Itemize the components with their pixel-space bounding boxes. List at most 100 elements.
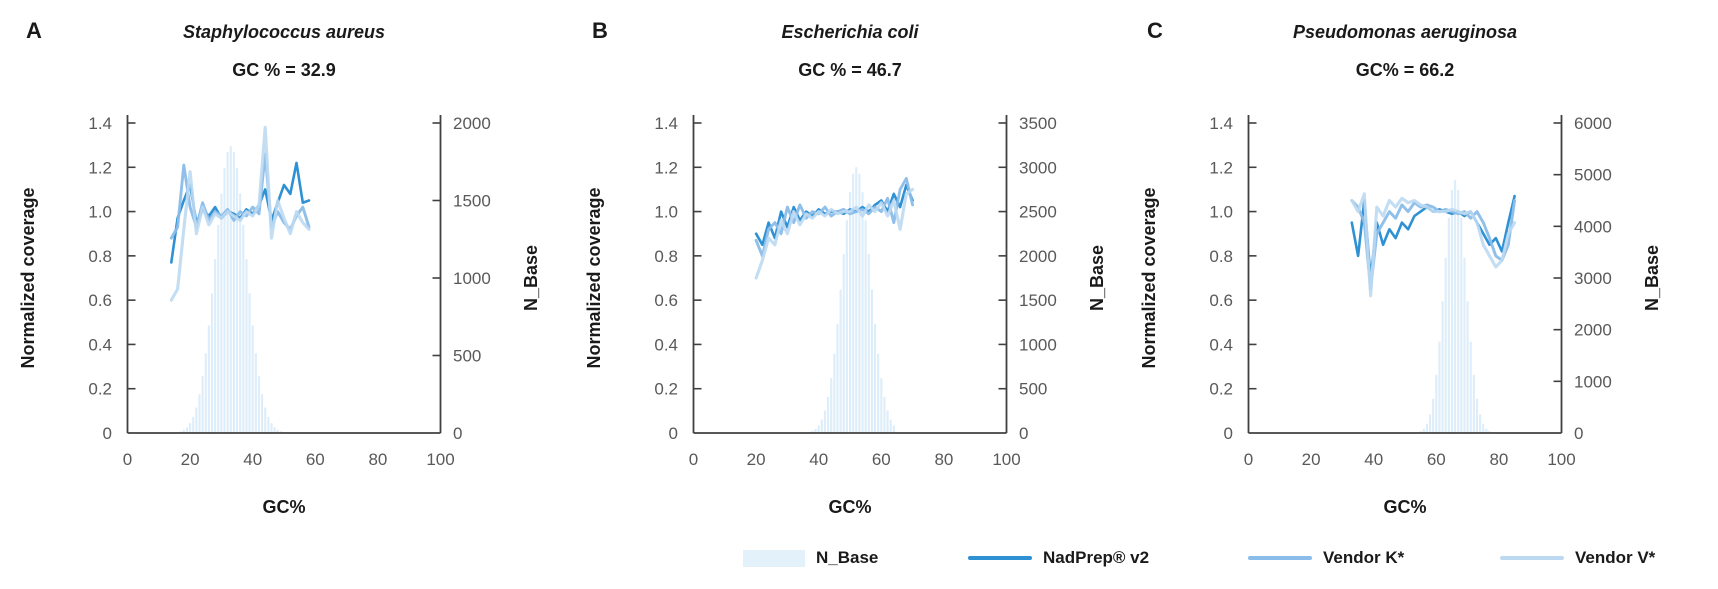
right-tick-label: 2000 — [1019, 247, 1057, 266]
n-base-histogram-bar — [1435, 374, 1438, 433]
x-tick-label: 100 — [426, 450, 454, 469]
left-y-axis-title: Normalized coverage — [584, 187, 604, 368]
n-base-histogram-bar — [210, 293, 214, 433]
x-axis-title: GC% — [828, 497, 871, 517]
x-axis-title: GC% — [1383, 497, 1426, 517]
n-base-histogram-bar — [892, 425, 895, 433]
panel-a: A Staphylococcus aureus GC % = 32.9 0 0.2… — [0, 0, 568, 540]
x-tick-label: 40 — [809, 450, 828, 469]
n-base-histogram-bar — [261, 394, 264, 433]
n-base-histogram-bar — [855, 167, 858, 433]
legend-item-n-base: N_Base — [743, 543, 878, 573]
n-base-histogram-bar — [833, 353, 836, 433]
x-tick-label: 40 — [1364, 450, 1383, 469]
left-tick-label: 1.2 — [1209, 158, 1233, 177]
right-tick-label: 500 — [1019, 380, 1047, 399]
n-base-histogram-bar — [877, 353, 880, 433]
series-line-vendor_k — [1350, 199, 1517, 291]
n-base-histogram-bar — [836, 323, 839, 433]
legend-label: N_Base — [816, 548, 879, 567]
n-base-histogram-bar — [195, 407, 198, 433]
left-tick-label: 0 — [669, 424, 678, 443]
n-base-histogram-bar — [232, 151, 235, 434]
x-tick-label: 20 — [747, 450, 766, 469]
x-tick-label: 40 — [243, 450, 262, 469]
chart-canvas-b: 00.20.40.60.81.01.21.4050010001500200025… — [584, 114, 1107, 517]
right-y-axis-title: N_Base — [1642, 245, 1662, 311]
n-base-histogram-bar — [848, 192, 852, 433]
right-y-axis-title: N_Base — [521, 245, 541, 311]
x-tick-label: 60 — [872, 450, 891, 469]
n-base-histogram-bar — [811, 430, 814, 433]
right-tick-label: 0 — [1019, 424, 1028, 443]
x-tick-label: 20 — [181, 450, 200, 469]
left-tick-label: 1.4 — [654, 114, 678, 133]
n-base-histogram-bar — [1466, 301, 1469, 433]
x-tick-label: 100 — [992, 450, 1020, 469]
x-axis-title: GC% — [262, 497, 305, 517]
n-base-histogram-bar — [823, 410, 827, 433]
right-tick-label: 1500 — [1019, 291, 1057, 310]
left-tick-label: 1.0 — [88, 203, 112, 222]
legend-label: Vendor K* — [1323, 548, 1405, 567]
n-base-histogram-bar — [182, 429, 185, 433]
left-tick-label: 1.0 — [1209, 203, 1233, 222]
right-tick-label: 0 — [1574, 424, 1583, 443]
n-base-histogram-bar — [880, 378, 883, 433]
n-base-histogram-bar — [1488, 431, 1491, 433]
chart-canvas-a: 0 0.2 0.4 0.6 0.8 1.0 1.2 1.4 0 500 1000 1500 2000 0 2… — [18, 114, 541, 517]
right-tick-label: 1000 — [1574, 372, 1612, 391]
x-tick-label: 80 — [934, 450, 953, 469]
n-base-histogram-bar — [1482, 423, 1485, 433]
n-base-histogram-bar — [1422, 428, 1425, 433]
n-base-histogram-bar — [817, 425, 820, 433]
panel-letter: B — [592, 18, 608, 43]
left-tick-label: 0.6 — [654, 291, 678, 310]
panel-subtitle: GC % = 32.9 — [232, 60, 336, 80]
left-tick-label: 0 — [1224, 424, 1233, 443]
right-tick-label: 4000 — [1574, 217, 1612, 236]
series-line-vendor_k — [754, 176, 915, 258]
n-base-histogram-bar — [842, 253, 845, 433]
panel-title: Pseudomonas aeruginosa — [1292, 22, 1518, 42]
n-base-histogram-bar — [267, 416, 270, 433]
x-tick-label: 20 — [1302, 450, 1321, 469]
n-base-histogram-bar — [1419, 431, 1422, 433]
x-tick-label: 100 — [1547, 450, 1575, 469]
panel-letter: C — [1147, 18, 1163, 43]
n-base-histogram-bar — [214, 259, 217, 433]
x-tick-label: 0 — [1244, 450, 1253, 469]
panel-subtitle: GC % = 46.7 — [798, 60, 902, 80]
right-tick-label: 3000 — [1019, 158, 1057, 177]
right-tick-label: 1500 — [453, 192, 491, 211]
legend: N_Base NadPrep® v2 Vendor K* Vendor V* — [0, 543, 1718, 575]
n-base-histogram-bar — [867, 253, 870, 433]
x-tick-label: 0 — [689, 450, 698, 469]
n-base-histogram-bar — [239, 193, 242, 433]
n-base-histogram-bar — [830, 378, 833, 433]
left-tick-label: 1.4 — [88, 114, 112, 133]
right-tick-label: 5000 — [1574, 166, 1612, 185]
n-base-histogram-bar — [192, 416, 195, 433]
n-base-histogram-bar — [201, 376, 204, 433]
n-base-histogram-bar — [248, 293, 251, 433]
legend-line-swatch — [1248, 556, 1312, 560]
left-tick-label: 0.6 — [88, 291, 112, 310]
left-tick-label: 0.4 — [88, 335, 112, 354]
n-base-histogram-bar — [827, 397, 830, 433]
n-base-histogram-bar — [204, 353, 207, 433]
n-base-histogram-bar — [1479, 414, 1482, 433]
right-tick-label: 2500 — [1019, 203, 1057, 222]
x-tick-label: 60 — [306, 450, 325, 469]
right-tick-label: 6000 — [1574, 114, 1612, 133]
legend-line-swatch — [1500, 556, 1564, 560]
series-line-vendor_v — [754, 187, 915, 280]
right-tick-label: 2000 — [453, 114, 491, 133]
left-tick-label: 1.4 — [1209, 114, 1233, 133]
n-base-histogram-bar — [270, 423, 273, 433]
n-base-histogram-bar — [1441, 301, 1444, 433]
right-tick-label: 0 — [453, 424, 462, 443]
n-base-histogram-bar — [889, 419, 892, 433]
left-tick-label: 1.2 — [654, 158, 678, 177]
